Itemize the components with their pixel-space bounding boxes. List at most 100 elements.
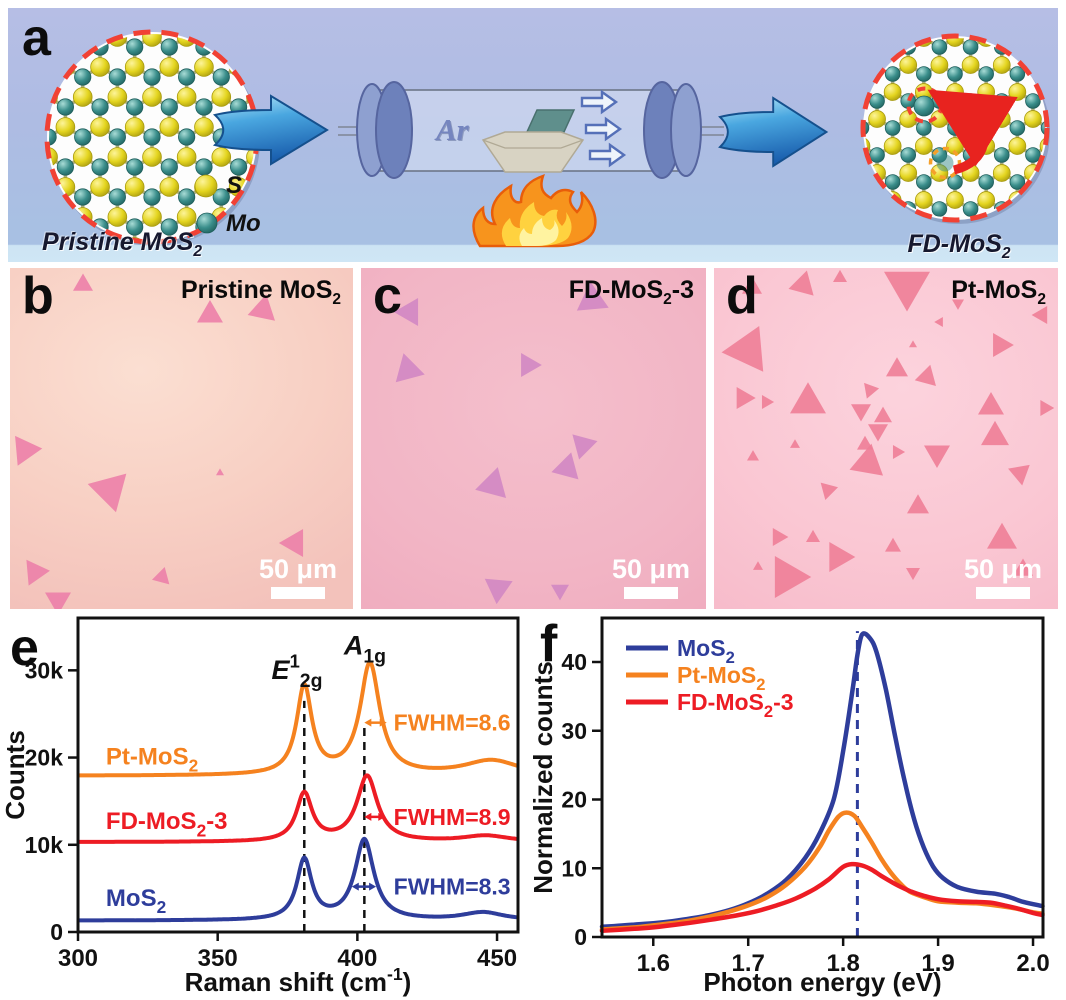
- mos2-flake-triangle: [806, 529, 820, 543]
- micrograph-triangles-c: [393, 281, 609, 605]
- fwhm-arrowhead: [369, 882, 377, 891]
- mos2-flake-triangle: [885, 537, 901, 552]
- mos2-flake-triangle: [772, 528, 789, 546]
- mos2-flake-triangle: [907, 494, 929, 514]
- panel-letter-c: c: [373, 268, 402, 325]
- mos2-flake-triangle: [774, 556, 812, 598]
- mos2-flake-triangle: [987, 522, 1017, 549]
- series-label: MoS2: [106, 885, 166, 917]
- fd-circle-lattice: [865, 38, 1045, 218]
- scalebar-c: 50 μm: [612, 554, 690, 599]
- result-arrow-icon: [718, 96, 829, 168]
- mos2-flake-triangle: [906, 567, 920, 581]
- legend-label: Pt-MoS2: [677, 662, 765, 694]
- mode-label: A1g: [343, 631, 386, 668]
- mos2-flake-triangle: [26, 559, 50, 586]
- mos2-flake-triangle: [747, 450, 759, 461]
- x-tick-label: 1.8: [826, 950, 859, 977]
- flow-arrow-icon: [588, 142, 627, 168]
- fwhm-label: FWHM=8.3: [394, 874, 511, 900]
- panel-c-title-text: FD-MoS: [568, 276, 664, 304]
- scalebar-b-bar: [270, 587, 325, 599]
- x-tick-label: 2.0: [1016, 950, 1049, 977]
- mos2-flake-triangle: [924, 445, 950, 469]
- panel-letter-f: f: [540, 615, 558, 673]
- y-tick-label: 30: [561, 718, 587, 744]
- scalebar-d: 50 μm: [964, 554, 1042, 599]
- panel-c-micrograph: c FD-MoS2-3 50 μm: [361, 268, 706, 609]
- mos2-flake-triangle: [395, 353, 425, 383]
- mos2-flake-triangle: [551, 452, 579, 480]
- pl-series-line: [599, 861, 1045, 934]
- mos2-flake-triangle: [833, 269, 847, 283]
- x-axis-title: Raman shift (cm-1): [185, 964, 412, 997]
- argon-gas-label: Ar: [436, 112, 469, 147]
- mos2-flake-triangle: [1040, 400, 1055, 416]
- mos2-flake-triangle: [753, 561, 763, 570]
- legend-mo-label: Mo: [226, 210, 261, 237]
- fd-mos2-label: FD-MoS2: [894, 230, 1024, 262]
- mos2-flake-triangle: [790, 382, 826, 414]
- panel-d-title-text: Pt-MoS: [951, 276, 1038, 304]
- x-tick-label: 400: [337, 945, 377, 972]
- legend-label: FD-MoS2-3: [677, 689, 794, 721]
- mos2-flake-triangle: [788, 270, 814, 296]
- raman-series-line: [77, 773, 519, 844]
- scalebar-b-label: 50 μm: [258, 554, 337, 584]
- y-tick-label: 20k: [25, 745, 64, 771]
- mos2-flake-triangle: [914, 364, 936, 386]
- mos2-flake-triangle: [87, 473, 127, 513]
- fwhm-arrowhead: [378, 812, 386, 821]
- panel-d-title-sub: 2: [1037, 291, 1046, 308]
- displacement-arrow-icon: [927, 89, 1018, 175]
- mos2-flake-triangle: [721, 325, 764, 372]
- mos2-flake-triangle: [736, 387, 756, 409]
- mos2-flake-triangle: [247, 294, 276, 321]
- legend-s-label: S: [226, 172, 243, 199]
- mos2-flake-triangle: [820, 482, 839, 501]
- panel-a-schematic: a Pristine MoS2 FD-MoS2 S Mo Ar: [8, 8, 1058, 262]
- pristine-label-sub: 2: [193, 243, 203, 260]
- mos2-flake-triangle: [484, 578, 513, 605]
- mos2-flake-triangle: [851, 404, 871, 422]
- y-tick-label: 10: [561, 855, 587, 881]
- mos2-flake-triangle: [952, 299, 964, 310]
- right-cap-back: [670, 83, 702, 177]
- scalebar-c-label: 50 μm: [611, 554, 690, 584]
- panel-letter-e: e: [10, 619, 39, 677]
- y-tick-label: 20: [561, 787, 587, 813]
- raman-series-line: [77, 836, 519, 923]
- flow-arrow-icon: [584, 116, 623, 142]
- process-arrow-icon: [212, 94, 329, 166]
- mos2-flake-triangle: [151, 566, 170, 585]
- plot-frame: [600, 616, 1045, 939]
- pristine-label-text: Pristine MoS: [42, 228, 194, 256]
- x-tick-label: 300: [58, 945, 98, 972]
- mode-label: E12g: [272, 651, 323, 692]
- x-tick-label: 1.7: [732, 950, 765, 977]
- mos2-flake-triangle: [892, 445, 906, 459]
- fwhm-arrowhead: [364, 812, 372, 821]
- panel-letter-b: b: [22, 268, 54, 325]
- legend-mo-atom: [196, 212, 218, 234]
- fwhm-arrowhead: [364, 718, 372, 727]
- vacancy-ghost-atom: [936, 154, 954, 172]
- panel-b-micrograph: b Pristine MoS2 50 μm: [10, 268, 353, 609]
- mos2-flake-triangle: [45, 592, 71, 609]
- mos2-flake-triangle: [790, 439, 800, 448]
- mos2-flake-triangle: [981, 420, 1009, 446]
- mos2-flake-triangle: [197, 299, 223, 323]
- y-tick-label: 30k: [25, 657, 64, 683]
- flow-arrow-icon: [580, 89, 619, 115]
- fd-label-sub: 2: [1001, 245, 1011, 262]
- panel-d-title: Pt-MoS2: [951, 276, 1046, 308]
- mos2-flake-triangle: [572, 434, 598, 460]
- schematic-drawing: [44, 29, 1050, 248]
- mos2-flake-triangle: [829, 542, 856, 572]
- panel-c-title-sub: 2: [663, 291, 672, 308]
- mos2-flake-triangle: [576, 281, 609, 311]
- scalebar-b: 50 μm: [259, 554, 337, 599]
- mos2-flake-triangle: [864, 382, 880, 399]
